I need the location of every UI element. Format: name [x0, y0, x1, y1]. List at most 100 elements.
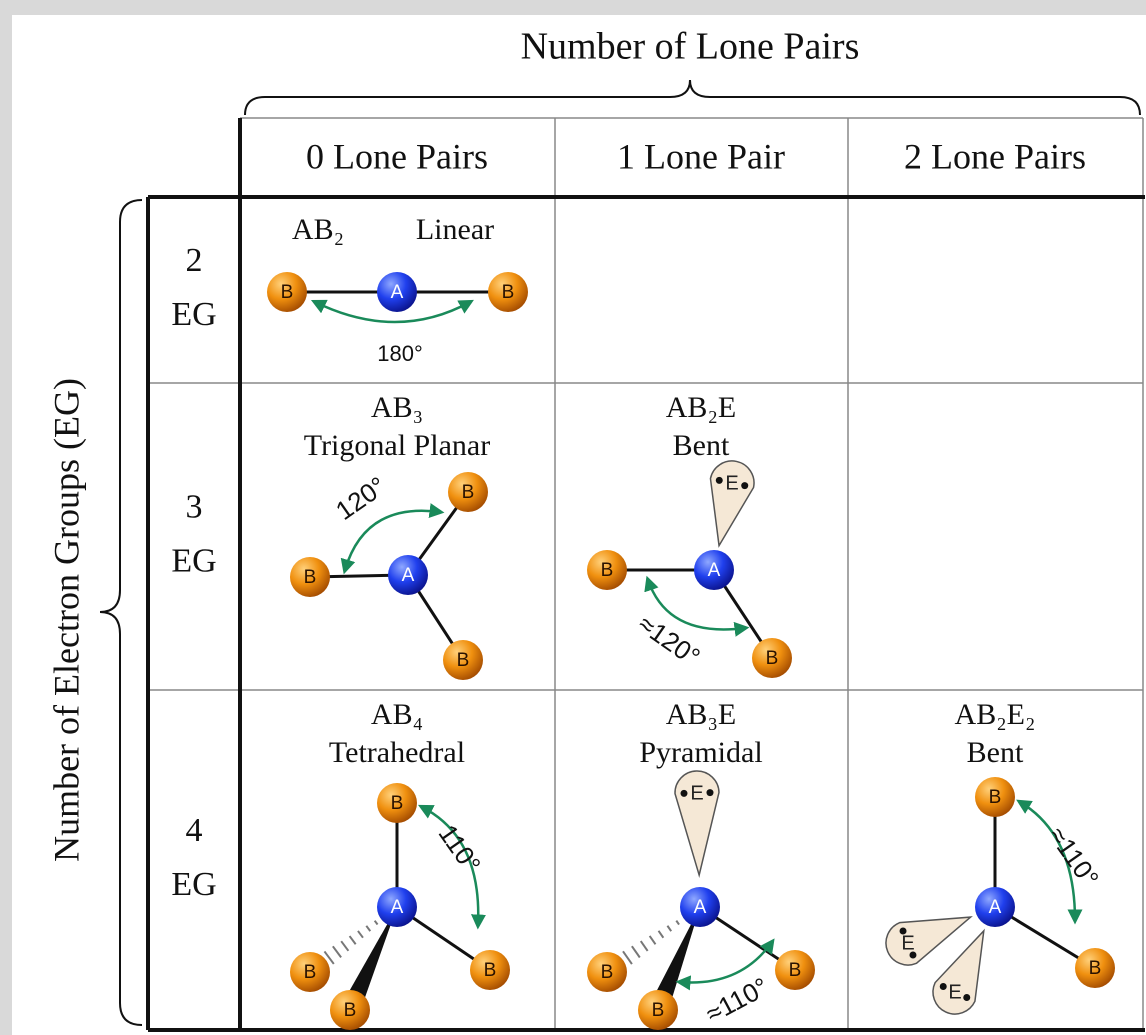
- row-count: 4: [186, 812, 203, 849]
- atom: [694, 550, 734, 590]
- side-brace: [99, 199, 143, 1026]
- angle-arc: [1016, 799, 1083, 925]
- row-unit: EG: [171, 866, 216, 903]
- formula: AB₄: [371, 698, 423, 731]
- formula: AB₂E: [666, 391, 736, 424]
- canvas: [12, 15, 1146, 1035]
- atom: [587, 550, 627, 590]
- hashed-bond: [332, 945, 342, 958]
- angle-arc: [675, 938, 775, 991]
- hashed-bond: [340, 940, 350, 952]
- lone-pair: [932, 928, 985, 1015]
- atom-label: A: [708, 560, 721, 581]
- row-unit: EG: [171, 542, 216, 579]
- atom: [377, 783, 417, 823]
- wedge-bond: [340, 907, 397, 1015]
- atom-label: B: [462, 482, 475, 503]
- atom: [587, 952, 627, 992]
- atom: [290, 952, 330, 992]
- atom: [470, 950, 510, 990]
- atom: [638, 990, 678, 1030]
- formula: AB₃: [371, 391, 423, 424]
- electron-dot: [899, 927, 907, 935]
- table-border: [146, 118, 1145, 1032]
- atom-label: B: [766, 648, 779, 669]
- atom: [377, 272, 417, 312]
- atom-label: B: [281, 282, 294, 303]
- formula: AB₂: [292, 213, 344, 246]
- atom-label: B: [304, 567, 317, 588]
- angle-label: 180°: [377, 341, 423, 366]
- atom: [752, 638, 792, 678]
- hashed-bond: [323, 950, 335, 965]
- lone-pair: [674, 770, 720, 878]
- angle-arc: [340, 503, 445, 575]
- atom-label: A: [391, 897, 404, 918]
- geometry-name: Bent: [673, 429, 730, 462]
- hashed-bond: [357, 930, 364, 939]
- side-label: Number of Electron Groups (EG): [46, 378, 86, 862]
- atom: [1075, 948, 1115, 988]
- hashed-bond: [666, 925, 673, 932]
- atom-label: B: [484, 960, 497, 981]
- column-header: 2 Lone Pairs: [904, 136, 1086, 176]
- geometry-name: Pyramidal: [639, 736, 762, 769]
- row-count: 3: [186, 488, 203, 525]
- geometry-name: Tetrahedral: [329, 736, 465, 769]
- formula: AB₃E: [666, 698, 736, 731]
- electron-dot: [741, 482, 749, 490]
- atom-label: E: [948, 981, 961, 1003]
- atom-label: E: [901, 932, 914, 954]
- column-header: 1 Lone Pair: [617, 136, 785, 176]
- atom-label: B: [789, 960, 802, 981]
- hashed-bond: [373, 920, 379, 926]
- atom-label: A: [402, 565, 415, 586]
- wedge-bond: [648, 907, 700, 1014]
- atom-label: E: [725, 472, 738, 494]
- atom: [680, 887, 720, 927]
- atom-label: A: [989, 897, 1002, 918]
- geometry-name: Trigonal Planar: [304, 429, 490, 462]
- atom: [448, 472, 488, 512]
- hashed-bond: [639, 940, 649, 952]
- atom: [377, 887, 417, 927]
- column-header: 0 Lone Pairs: [306, 136, 488, 176]
- grid: [148, 117, 1144, 1030]
- electron-dot: [939, 982, 947, 990]
- atom: [488, 272, 528, 312]
- atom: [975, 887, 1015, 927]
- atom-label: A: [694, 897, 707, 918]
- angle-arc: [310, 299, 474, 324]
- atom: [267, 272, 307, 312]
- atom: [975, 777, 1015, 817]
- electron-dot: [706, 789, 714, 797]
- atom-label: B: [457, 650, 470, 671]
- hashed-bond: [657, 930, 665, 939]
- hashed-bond: [348, 935, 357, 945]
- hashed-bond: [675, 920, 680, 926]
- atom-label: B: [502, 282, 515, 303]
- hashed-bond: [648, 935, 657, 945]
- row-count: 2: [186, 242, 203, 279]
- angle-arc: [418, 804, 486, 930]
- row-unit: EG: [171, 296, 216, 333]
- lone-pair: [885, 916, 973, 966]
- atom-label: B: [1089, 958, 1102, 979]
- formula: AB₂E₂: [955, 698, 1036, 731]
- atom-label: B: [391, 793, 404, 814]
- hashed-bond: [631, 945, 641, 959]
- electron-dot: [680, 789, 688, 797]
- atom: [388, 555, 428, 595]
- electron-dot: [715, 476, 723, 484]
- atom: [443, 640, 483, 680]
- atom-label: B: [601, 962, 614, 983]
- geometry-name: Bent: [967, 736, 1024, 769]
- atom: [775, 950, 815, 990]
- title: Number of Lone Pairs: [521, 26, 860, 68]
- top-brace: [244, 79, 1141, 116]
- atom-label: B: [304, 962, 317, 983]
- geometry-name: Linear: [416, 213, 494, 246]
- atom-label: A: [391, 282, 404, 303]
